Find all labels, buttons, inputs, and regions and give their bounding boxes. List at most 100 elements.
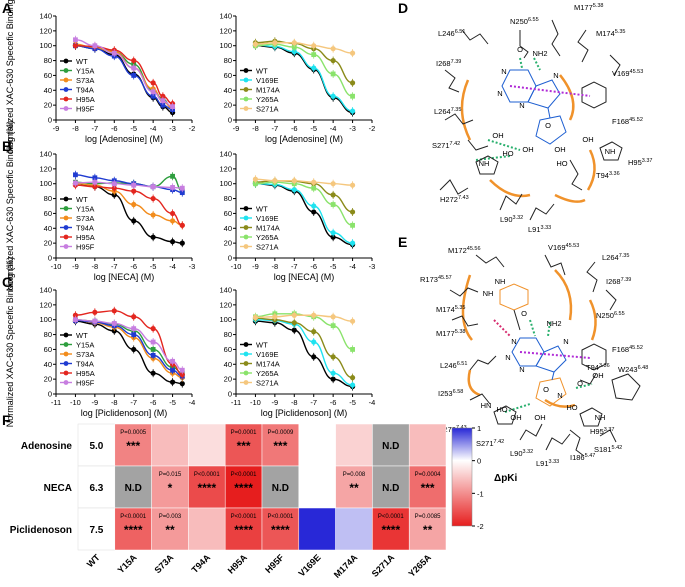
data-point-m174a <box>349 375 356 381</box>
legend-label-h95f: H95F <box>76 104 95 113</box>
sidechain-m177 <box>551 19 561 57</box>
data-point-wt <box>131 346 137 353</box>
residue-bw: 5.38 <box>455 329 466 335</box>
data-point-s271a <box>272 40 278 46</box>
x-tick-label: -4 <box>189 398 196 407</box>
phenyl-ring <box>581 343 607 371</box>
heatmap-cell <box>224 465 263 509</box>
residue-bw: 6.55 <box>528 17 539 23</box>
data-point-v169e <box>330 93 336 99</box>
ylabel-row-a: Normalized XAC-630 Specefic Binding (%) <box>5 0 15 153</box>
residue-name: I186 <box>570 453 585 462</box>
data-point-m174a <box>330 192 336 198</box>
x-tick-label: -3 <box>169 124 176 133</box>
heatmap-cell-wt <box>77 507 116 551</box>
atom-label: HO <box>556 159 567 168</box>
y-tick-label: 0 <box>228 254 232 263</box>
indole-w243 <box>611 373 641 401</box>
residue-bw: 45.52 <box>629 117 643 123</box>
data-point-h95a <box>160 93 166 99</box>
x-tick-label: -5 <box>150 262 157 271</box>
legend-marker <box>63 206 69 211</box>
heatmap-cell <box>188 465 226 509</box>
atom-label: HO <box>496 405 507 414</box>
atom-label: OH <box>522 145 533 154</box>
data-point-h95a <box>150 326 156 332</box>
legend-marker <box>243 106 249 111</box>
hbond <box>529 319 536 337</box>
x-tick-label: -8 <box>72 124 79 133</box>
residue-label-m174: M1745.35 <box>596 29 625 38</box>
heatmap-stars: **** <box>124 523 143 537</box>
sidechain-l264 <box>586 261 598 293</box>
hydrophobic-arc <box>544 398 576 408</box>
data-point-h95f <box>111 321 117 326</box>
legend-marker <box>63 68 69 73</box>
data-point-h95a <box>131 188 137 194</box>
y-tick-label: 60 <box>44 71 52 80</box>
residue-name: H272 <box>438 425 456 434</box>
x-axis-label: log [Piclidenoson] (M) <box>261 408 348 418</box>
y-tick-label: 40 <box>224 86 232 95</box>
hbond <box>504 403 531 413</box>
imidazole-h95 <box>599 141 623 161</box>
data-point-y265a <box>311 52 317 58</box>
heatmap-cell <box>188 507 226 551</box>
legend-label-s271a: S271A <box>256 378 279 387</box>
sidechain-t94 <box>569 159 583 191</box>
x-tick-label: -7 <box>310 398 317 407</box>
legend-label-m174a: M174A <box>256 359 280 368</box>
data-point-m174a <box>291 320 297 326</box>
hydrophobic-arc <box>467 369 481 397</box>
atom-label: N <box>563 337 568 346</box>
heatmap-col-label: H95F <box>263 552 286 575</box>
x-tick-label: -5 <box>349 398 356 407</box>
heatmap-cell <box>335 507 373 551</box>
sidechain-i253 <box>469 393 491 405</box>
y-tick-label: 100 <box>219 41 232 50</box>
legend-label-wt: WT <box>76 331 88 340</box>
data-point-s271a <box>252 41 259 47</box>
x-tick-label: -6 <box>291 124 298 133</box>
legend-label-t94a: T94A <box>76 223 94 232</box>
heatmap-cell <box>335 465 373 509</box>
heatmap-stars: **** <box>234 523 253 537</box>
x-tick-label: -7 <box>272 124 279 133</box>
data-point-m174a <box>330 57 336 64</box>
residue-bw: 3.32 <box>513 215 524 221</box>
residue-name: M174 <box>436 305 455 314</box>
heatmap-wt-value: 7.5 <box>89 525 103 536</box>
data-point-t94a <box>131 332 137 337</box>
residue-name: S271 <box>476 439 494 448</box>
data-point-y265a <box>330 202 336 207</box>
legend-marker <box>63 87 69 92</box>
heatmap-cell <box>114 507 152 551</box>
legend-label-wt: WT <box>256 340 268 349</box>
imidazole-h272 <box>493 405 517 425</box>
data-point-y265a <box>311 185 317 191</box>
residue-bw: 45.56 <box>467 246 481 252</box>
heatmap-stars: * <box>168 481 173 495</box>
heatmap-col-label: S73A <box>152 552 175 575</box>
heatmap-nd: N.D <box>125 483 142 494</box>
atom-label: HN <box>481 401 492 410</box>
colorbar-tick-label: -1 <box>477 489 484 498</box>
data-point-v169e <box>330 370 336 376</box>
sidechain-l90 <box>519 423 543 441</box>
sidechain-h272 <box>439 179 469 195</box>
residue-label-i186: I1865.47 <box>570 453 595 462</box>
data-point-h95f <box>92 318 98 324</box>
heatmap-p-value: P<0.0001 <box>378 514 405 520</box>
data-point-h95f <box>131 326 137 332</box>
residue-name: L264 <box>602 253 619 262</box>
hydrophobic-arc <box>554 269 573 321</box>
atom-label: NH <box>605 147 616 156</box>
legend-marker <box>63 244 69 249</box>
data-point-y265a <box>350 93 355 99</box>
legend-label-t94a: T94A <box>76 85 94 94</box>
residue-bw: 45.53 <box>630 69 644 75</box>
legend-label-s271a: S271A <box>256 104 279 113</box>
legend-label-s73a: S73A <box>76 76 94 85</box>
residue-name: I268 <box>606 277 621 286</box>
